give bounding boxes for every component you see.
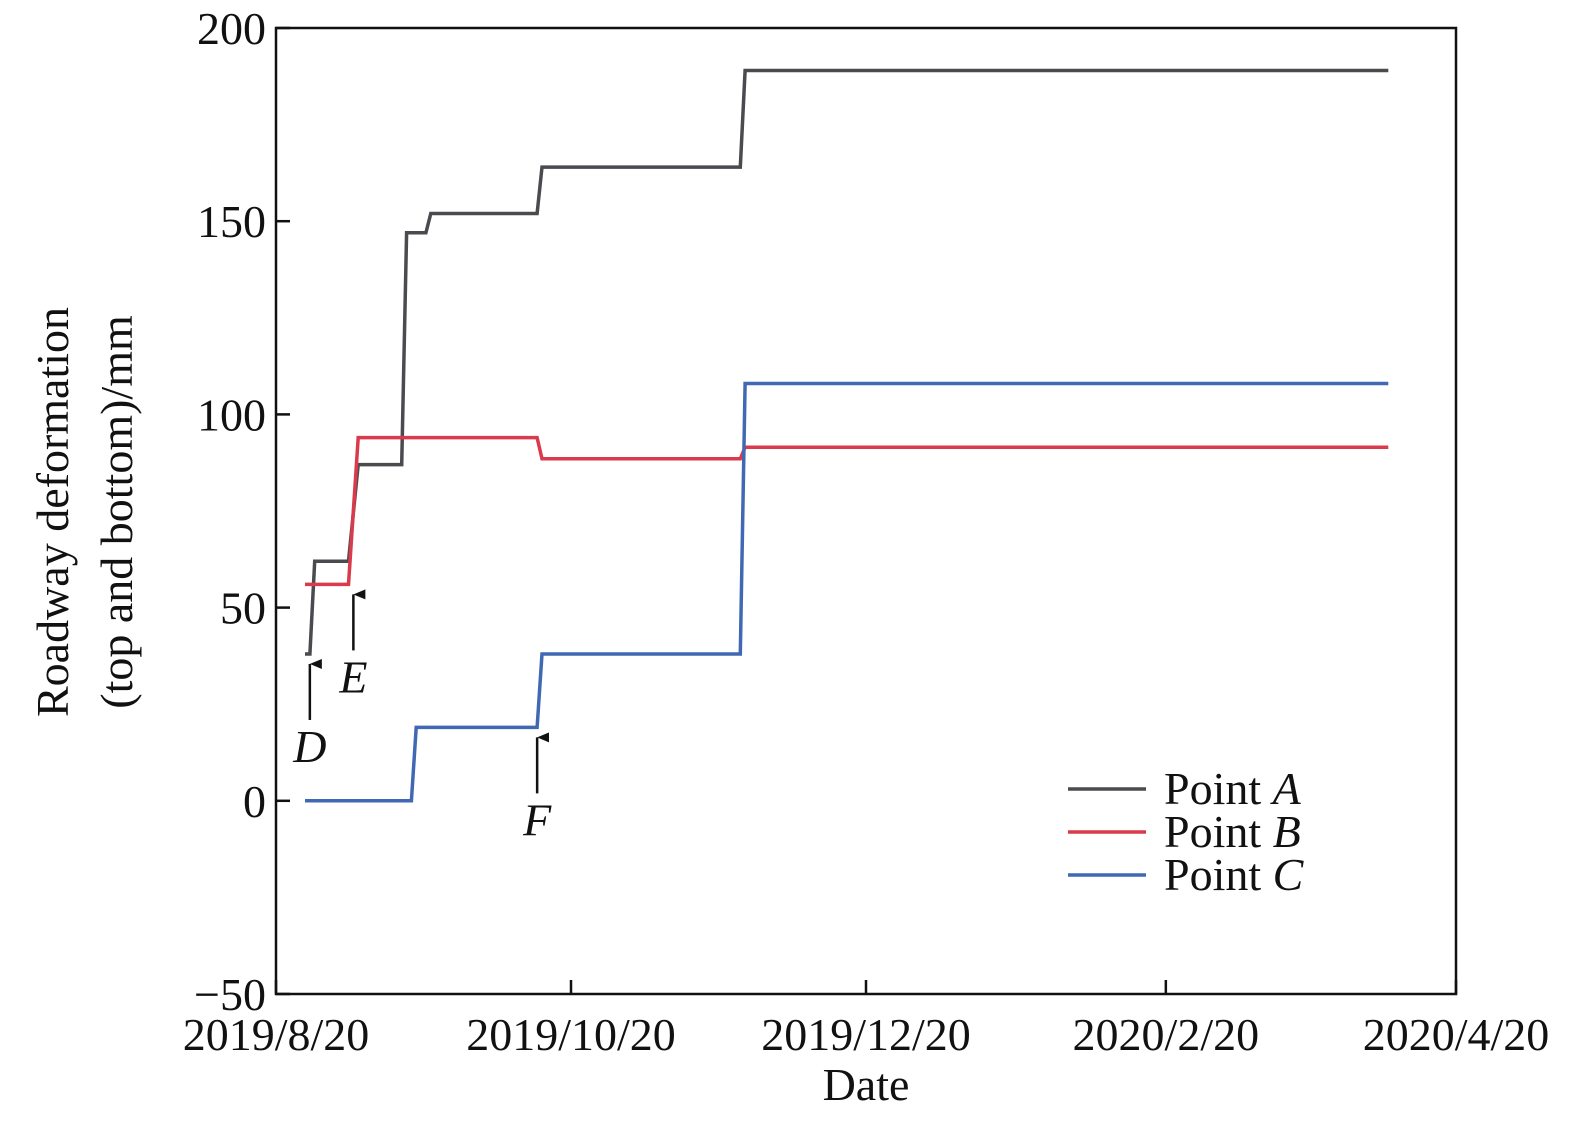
y-axis-title: Roadway deformation (top and bottom)/mm: [27, 307, 142, 717]
x-axis: 2019/8/20 2019/10/20 2019/12/20 2020/2/20 20…: [183, 980, 1550, 1060]
y-axis: −50 0 50 100 150 200: [194, 3, 290, 1020]
x-tick-label: 2019/8/20: [183, 1009, 370, 1060]
legend-label-point-a: Point A: [1164, 763, 1302, 814]
y-tick-label: 150: [197, 196, 266, 247]
x-tick-label: 2019/10/20: [466, 1009, 676, 1060]
y-tick-label: 200: [197, 3, 266, 54]
y-tick-label: 50: [220, 583, 266, 634]
annotation-label-f: F: [522, 794, 552, 845]
legend-label-point-b: Point B: [1164, 806, 1301, 857]
annotations: DE F: [292, 589, 552, 845]
series-lines: [305, 68, 1389, 803]
x-tick-label: 2020/4/20: [1363, 1009, 1550, 1060]
y-axis-title-line2: (top and bottom)/mm: [91, 315, 142, 709]
series-line-point-c: [305, 381, 1389, 803]
y-axis-title-line1: Roadway deformation: [27, 307, 78, 717]
x-tick-label: 2019/12/20: [761, 1009, 971, 1060]
legend-label-point-c: Point C: [1164, 849, 1305, 900]
annotation-label-e: E: [338, 651, 367, 702]
series-line-point-b: [305, 435, 1389, 587]
y-tick-label: −50: [194, 969, 266, 1020]
y-tick-label: 0: [243, 776, 266, 827]
x-tick-label: 2020/2/20: [1073, 1009, 1260, 1060]
y-tick-label: 100: [197, 389, 266, 440]
series-line-point-a: [305, 68, 1389, 656]
x-axis-title: Date: [823, 1059, 910, 1110]
annotation-label-d: D: [292, 721, 326, 772]
